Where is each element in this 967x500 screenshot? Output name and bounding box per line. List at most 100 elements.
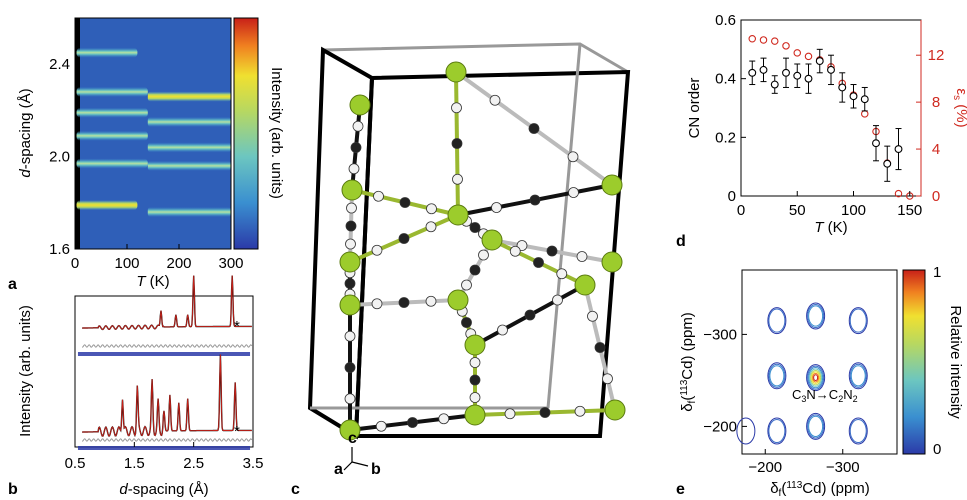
heatmap-a-band-high-6 — [147, 207, 231, 218]
pattern-b-reflection-ticks-upper — [77, 352, 251, 356]
colorbar-a-label: Intensity (arb. units) — [268, 67, 285, 199]
tick-label-d-y2-1: 4 — [932, 141, 940, 158]
point-d-cn-13 — [894, 145, 903, 154]
plot-e-ticks: −200 −300 −200 −300 — [703, 326, 859, 476]
contour-e-1-0 — [806, 302, 826, 330]
point-d-cn-6 — [815, 57, 824, 66]
atom-cn-13-1 — [344, 330, 356, 342]
contour-e-2-0 — [848, 307, 868, 335]
axis-e-ylabel: δf(113Cd) (ppm) — [679, 312, 698, 412]
cell-back-edge — [546, 43, 582, 409]
atom-cn-8-3 — [425, 295, 437, 307]
contour-e-4-0 — [806, 364, 826, 392]
tick-label-d-y-2: 0.4 — [715, 71, 736, 88]
panel-label-c: c — [291, 481, 300, 498]
heatmap-e-colorbar — [902, 269, 926, 455]
contour-e-4-4 — [810, 369, 822, 386]
atom-cn-0-1 — [373, 190, 384, 202]
atom-cd-10 — [447, 289, 469, 311]
atom-cn-17-1 — [489, 94, 501, 106]
heatmap-a-band-low-2 — [76, 107, 148, 118]
heatmap-a-band-low-4 — [76, 158, 148, 169]
atom-cd-9 — [574, 274, 596, 296]
panel-b: 0.5 1.5 2.5 3.5 Intensity (arb. units) d-sp… — [8, 275, 263, 498]
point-d-cn-10 — [860, 95, 869, 104]
tick-label-a-x-2: 200 — [166, 255, 191, 272]
point-d-cn-8 — [838, 83, 847, 92]
point-d-eps-10 — [860, 110, 869, 118]
point-d-cn-12 — [883, 159, 892, 168]
point-d-cn-11 — [872, 139, 880, 148]
contour-e-7-2 — [808, 415, 824, 437]
plot-d-ticks: 0 50 100 150 0 0.2 0.4 0.6 0 4 8 12 — [715, 12, 944, 219]
atom-cn-0-3 — [426, 203, 437, 215]
contour-e-2-1 — [849, 308, 867, 333]
plot-b-frame — [74, 295, 254, 448]
tick-label-e-y-0: −200 — [703, 418, 737, 435]
point-d-cn-1 — [759, 65, 768, 74]
atom-cn-18-3 — [574, 405, 586, 417]
atom-cn-6-2 — [533, 257, 544, 268]
heatmap-a-band-high-2 — [147, 116, 231, 127]
atom-cn-14-2 — [469, 264, 481, 276]
point-d-cn-7 — [827, 65, 835, 74]
atom-cn-16-2 — [350, 142, 362, 153]
contour-e-4-7 — [813, 374, 819, 381]
atom-cn-14-3 — [478, 249, 489, 261]
colorbar-e-tick-0: 0 — [933, 441, 941, 458]
contour-e-0-0 — [767, 307, 787, 335]
axis-d-y2label: εs (%) — [951, 88, 967, 127]
atom-cn-15-1 — [451, 102, 462, 114]
atom-cn-9-2 — [461, 317, 472, 328]
atom-cn-17-3 — [567, 151, 579, 163]
atom-cd-14 — [349, 94, 371, 116]
pattern-b-fit-lower — [82, 354, 252, 437]
tick-label-e-y-1: −300 — [703, 326, 737, 343]
heatmap-a-band-low-3 — [76, 130, 148, 141]
atom-cn-15-2 — [451, 138, 463, 149]
contour-e-8-1 — [849, 418, 867, 444]
atom-cn-3-3 — [425, 221, 437, 233]
panel-label-b: b — [8, 481, 18, 498]
heatmap-a-band-low-0 — [76, 47, 138, 58]
atom-cd-8 — [464, 334, 486, 356]
tick-label-d-x-0: 0 — [737, 202, 745, 219]
atom-cn-2-1 — [346, 202, 357, 214]
contour-e-4-2 — [808, 367, 824, 389]
atom-cd-0 — [341, 179, 363, 201]
atom-cd-13 — [604, 399, 626, 421]
point-d-cn-4 — [793, 71, 802, 80]
contour-e-7-1 — [807, 414, 825, 439]
cell-top-back — [322, 42, 629, 74]
tick-label-d-x-2: 100 — [841, 202, 866, 219]
atom-cn-16-3 — [348, 163, 360, 175]
axis-a-ylabel: d-spacing (Å) — [17, 88, 34, 177]
atom-cn-1-1 — [491, 202, 502, 213]
pattern-b-residual-upper — [82, 344, 253, 348]
axis-a-label: a — [334, 461, 343, 478]
plot-d-series — [748, 35, 914, 200]
atom-cn-11-3 — [602, 373, 613, 385]
heatmap-a-band-low-1 — [76, 86, 148, 97]
panel-c: c a b c — [291, 42, 631, 498]
panel-label-e: e — [676, 481, 685, 498]
tick-label-e-x-0: −200 — [748, 459, 782, 476]
atom-cd-5 — [481, 229, 503, 251]
cell-back-face — [354, 70, 630, 438]
panel-a: 0 100 200 300 1.6 2.0 2.4 Intensity (arb. unit… — [8, 17, 285, 293]
plot-d-frame — [740, 19, 922, 197]
plot-e-frame — [741, 269, 898, 455]
tick-label-d-y2-0: 0 — [932, 188, 940, 205]
pattern-b-residual-lower — [82, 438, 253, 442]
contour-e-8-0 — [848, 417, 868, 445]
axis-e-xlabel: δf(113Cd) (ppm) — [770, 480, 870, 499]
point-d-cn-9 — [849, 92, 858, 101]
atom-cn-19-1 — [375, 420, 387, 432]
tick-label-d-y-0: 0 — [728, 188, 736, 205]
contour-e-5-0 — [848, 362, 868, 390]
point-d-eps-3 — [782, 42, 790, 50]
contour-e-3-2 — [769, 365, 785, 387]
atom-cn-1-3 — [568, 187, 579, 198]
atom-cd-4 — [447, 204, 469, 226]
